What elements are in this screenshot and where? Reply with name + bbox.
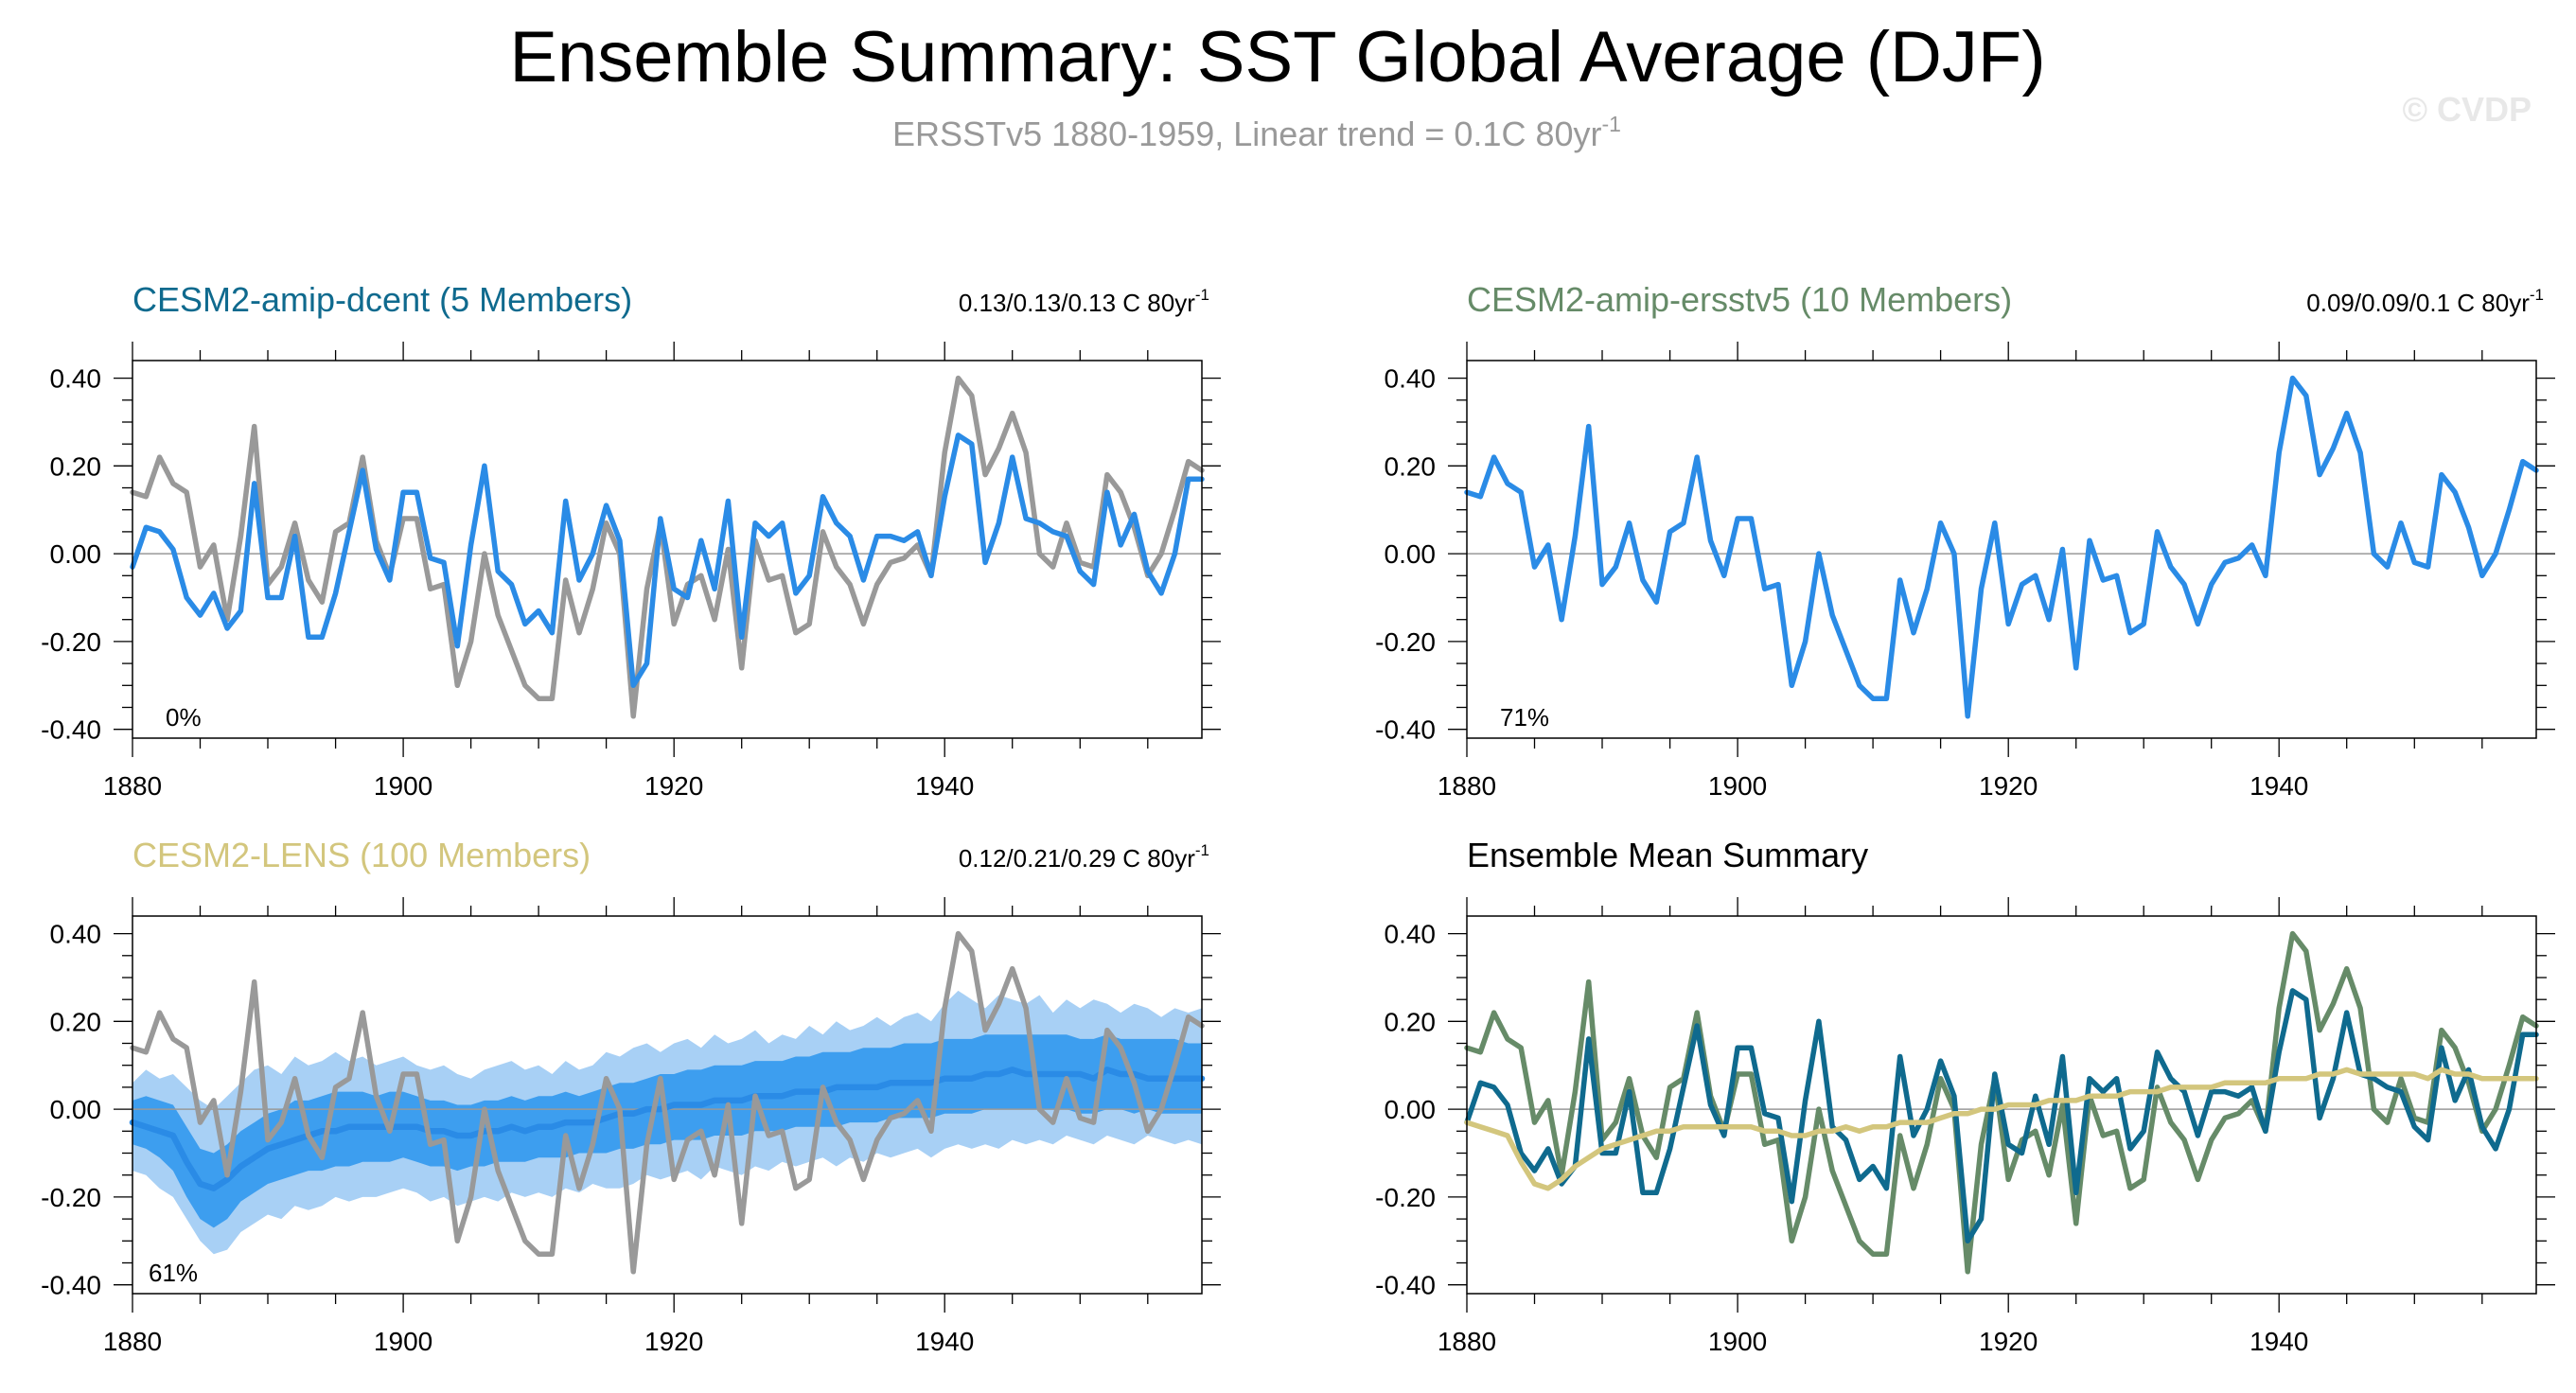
y-tick-label: -0.40 (1375, 715, 1436, 745)
series-line-model (130, 432, 1205, 689)
tick-marks (1448, 897, 2555, 1313)
tick-marks (1448, 342, 2555, 757)
x-tick-label: 1940 (915, 1327, 974, 1356)
figure-subtitle-sup: -1 (1602, 112, 1621, 136)
series-line-lens (1464, 1067, 2539, 1191)
y-tick-label: 0.20 (1385, 451, 1437, 481)
watermark: © CVDP (2402, 90, 2532, 129)
panel-title: CESM2-amip-dcent (5 Members) (132, 280, 632, 319)
x-tick-label: 1880 (1438, 771, 1496, 801)
panel-trend-sup: -1 (1195, 286, 1209, 304)
y-tick-label: -0.20 (41, 1183, 101, 1212)
y-tick-label: 0.20 (50, 451, 102, 481)
y-tick-label: 0.40 (50, 920, 102, 949)
figure-subtitle: ERSSTv5 1880-1959, Linear trend = 0.1C 8… (892, 112, 1621, 153)
panel-title: CESM2-LENS (100 Members) (132, 836, 591, 874)
percent-label: 0% (166, 703, 202, 732)
panel-trend-sup: -1 (1195, 841, 1209, 859)
y-tick-label: 0.00 (1385, 539, 1437, 569)
y-tick-label: -0.40 (41, 1271, 101, 1300)
percent-label: 61% (149, 1259, 198, 1287)
series-line-obs (130, 375, 1205, 719)
x-tick-label: 1920 (1979, 771, 2038, 801)
y-tick-label: 0.20 (50, 1007, 102, 1036)
series-line-dcent (1464, 988, 2539, 1244)
y-tick-label: 0.40 (1385, 364, 1437, 394)
panel-title: CESM2-amip-ersstv5 (10 Members) (1467, 280, 2012, 319)
panel-title: Ensemble Mean Summary (1467, 836, 1868, 874)
x-tick-label: 1920 (644, 1327, 703, 1356)
plot-frame (1466, 915, 2537, 1295)
x-tick-label: 1900 (374, 1327, 432, 1356)
x-tick-label: 1880 (1438, 1327, 1496, 1356)
y-tick-label: 0.20 (1385, 1007, 1437, 1036)
y-tick-label: 0.40 (50, 364, 102, 394)
y-tick-label: -0.40 (1375, 1271, 1436, 1300)
x-tick-label: 1920 (644, 771, 703, 801)
x-tick-label: 1920 (1979, 1327, 2038, 1356)
y-tick-label: 0.00 (50, 539, 102, 569)
tick-marks (114, 897, 1221, 1313)
panel-trend-sup: -1 (2530, 286, 2544, 304)
x-tick-label: 1880 (103, 1327, 162, 1356)
y-tick-label: 0.00 (1385, 1095, 1437, 1124)
panel-trend-text: 0.13/0.13/0.13 C 80yr (959, 289, 1195, 317)
x-tick-label: 1940 (915, 771, 974, 801)
y-tick-label: -0.20 (41, 627, 101, 657)
x-tick-label: 1940 (2250, 1327, 2308, 1356)
x-tick-label: 1900 (1708, 1327, 1767, 1356)
series-line-ersst (1464, 930, 2539, 1275)
y-tick-label: -0.40 (41, 715, 101, 745)
y-tick-label: 0.00 (50, 1095, 102, 1124)
y-tick-label: -0.20 (1375, 1183, 1436, 1212)
chart-panels: CESM2-amip-dcent (5 Members) 0.13/0.13/0.… (41, 280, 2555, 1356)
plot-frame (132, 360, 1203, 739)
chart-panel-1: CESM2-amip-dcent (5 Members) 0.13/0.13/0.… (41, 280, 1221, 801)
percent-label: 71% (1500, 703, 1549, 732)
plot-frame (132, 915, 1203, 1295)
plot-frame (1466, 360, 2537, 739)
panel-trend-text: 0.12/0.21/0.29 C 80yr (959, 844, 1195, 873)
figure-title: Ensemble Summary: SST Global Average (DJ… (509, 17, 2045, 97)
y-tick-label: 0.40 (1385, 920, 1437, 949)
x-tick-label: 1900 (374, 771, 432, 801)
y-tick-label: -0.20 (1375, 627, 1436, 657)
chart-panel-3: CESM2-LENS (100 Members) 0.12/0.21/0.29 C… (41, 836, 1221, 1356)
series-line-obs (130, 930, 1205, 1275)
x-tick-label: 1940 (2250, 771, 2308, 801)
x-tick-label: 1880 (103, 771, 162, 801)
panel-trend: 0.09/0.09/0.1 C 80yr-1 (2306, 286, 2544, 317)
series-line-model (1464, 375, 2539, 719)
panel-trend-text: 0.09/0.09/0.1 C 80yr (2306, 289, 2530, 317)
chart-panel-2: CESM2-amip-ersstv5 (10 Members) 0.09/0.09… (1375, 280, 2555, 801)
figure-subtitle-main: ERSSTv5 1880-1959, Linear trend = 0.1C 8… (892, 115, 1601, 153)
panel-trend: 0.12/0.21/0.29 C 80yr-1 (959, 841, 1209, 873)
panel-trend: 0.13/0.13/0.13 C 80yr-1 (959, 286, 1209, 317)
tick-marks (114, 342, 1221, 757)
x-tick-label: 1900 (1708, 771, 1767, 801)
chart-panel-4: Ensemble Mean Summary -0.40 -0.20 0.00 0.20 0… (1375, 836, 2555, 1356)
